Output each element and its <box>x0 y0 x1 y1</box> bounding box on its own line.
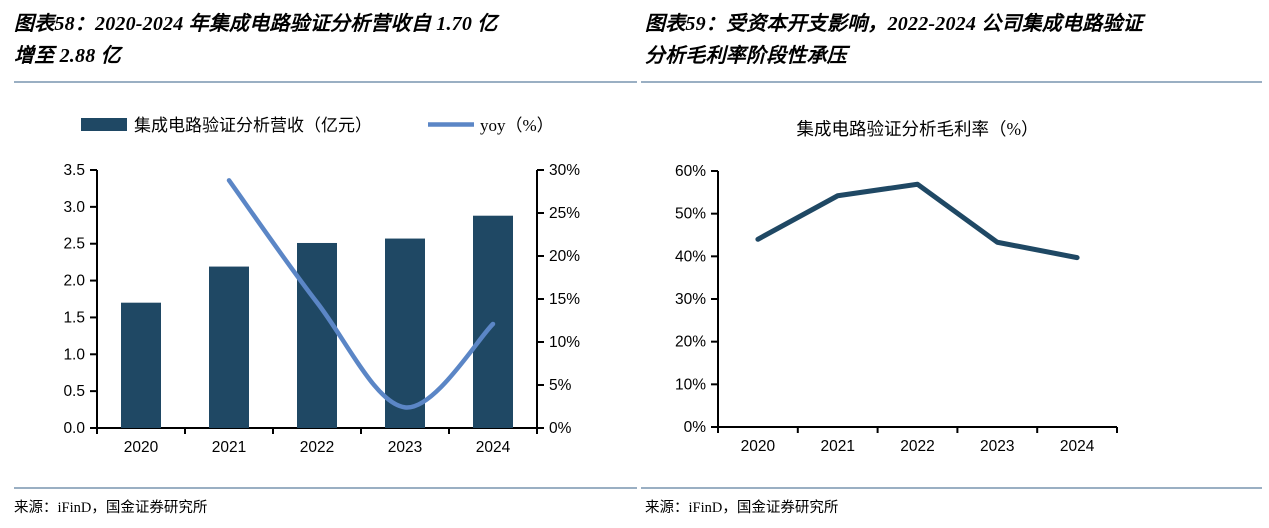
left-axis-tick-label: 1.5 <box>63 309 85 326</box>
y-axis-tick-label: 30% <box>675 291 706 308</box>
right-axis-tick-label: 15% <box>549 291 580 308</box>
y-axis-tick-label: 50% <box>675 206 706 223</box>
x-axis-year-label: 2020 <box>124 439 159 456</box>
figure58-title: 图表58：2020-2024 年集成电路验证分析营收自 1.70 亿 增至 2.… <box>14 8 620 72</box>
yoy-line <box>226 178 496 410</box>
x-axis-year-label: 2023 <box>980 438 1014 455</box>
left-axis-tick-label: 1.0 <box>63 346 85 363</box>
right-axis-tick-label: 5% <box>549 377 572 394</box>
left-axis-tick-label: 3.0 <box>63 199 85 216</box>
gross-margin-line <box>755 181 1080 261</box>
figure58-title-line2: 增至 2.88 亿 <box>14 45 121 67</box>
left-source-note: 来源：iFinD，国金证券研究所 <box>14 500 208 516</box>
left-axis-tick-label: 2.5 <box>63 236 85 253</box>
left-chart: 集成电路验证分析营收（亿元） yoy（%） 0.0 0.5 1.0 1.5 2.0 2.5 3.… <box>63 116 580 456</box>
revenue-bar-2023 <box>385 238 425 428</box>
y-axis-tick-label: 40% <box>675 248 706 265</box>
left-axis-tick-label: 0.5 <box>63 383 85 400</box>
x-axis-year-label: 2020 <box>741 438 776 455</box>
y-axis-tick-label: 0% <box>684 419 707 436</box>
legend-bar-swatch <box>81 118 127 131</box>
x-axis-year-label: 2021 <box>212 439 246 456</box>
x-axis-year-label: 2021 <box>820 438 854 455</box>
x-axis-year-label: 2024 <box>476 439 511 456</box>
left-axis-tick-label: 2.0 <box>63 273 85 290</box>
left-axis-tick-label: 0.0 <box>63 420 85 437</box>
x-axis-year-label: 2022 <box>300 439 334 456</box>
right-axis-tick-label: 0% <box>549 420 572 437</box>
y-axis-tick-label: 60% <box>675 163 706 180</box>
revenue-bar-2020 <box>121 302 161 428</box>
figure58-title-line1: 图表58：2020-2024 年集成电路验证分析营收自 1.70 亿 <box>14 13 498 35</box>
figure59-title: 图表59：受资本开支影响，2022-2024 公司集成电路验证 分析毛利率阶段性… <box>645 8 1255 72</box>
figure59-title-line1: 图表59：受资本开支影响，2022-2024 公司集成电路验证 <box>645 13 1143 35</box>
x-axis-year-label: 2024 <box>1060 438 1095 455</box>
right-source-note: 来源：iFinD，国金证券研究所 <box>645 500 839 516</box>
left-axis-tick-label: 3.5 <box>63 162 85 179</box>
x-axis-year-label: 2022 <box>900 438 934 455</box>
right-footer-divider <box>641 487 1262 489</box>
left-header-divider <box>14 81 637 83</box>
right-header-divider <box>641 81 1262 83</box>
y-axis-tick-label: 10% <box>675 376 706 393</box>
figure59-title-line2: 分析毛利率阶段性承压 <box>645 45 847 67</box>
right-axis-tick-label: 10% <box>549 334 580 351</box>
right-axis-tick-label: 20% <box>549 248 580 265</box>
right-axis-tick-label: 25% <box>549 205 580 222</box>
legend-line-label: yoy（%） <box>480 116 554 135</box>
right-axis-tick-label: 30% <box>549 162 580 179</box>
right-chart: 集成电路验证分析毛利率（%） 0% 10% 20% 30% 40% 50% 60% 2020 20… <box>675 119 1118 455</box>
legend-bar-label: 集成电路验证分析营收（亿元） <box>134 116 372 135</box>
gross-margin-chart-title: 集成电路验证分析毛利率（%） <box>796 119 1038 139</box>
left-footer-divider <box>14 487 637 489</box>
revenue-bar-2021 <box>209 266 249 428</box>
x-axis-year-label: 2023 <box>388 439 422 456</box>
revenue-bar-2022 <box>297 242 337 428</box>
y-axis-tick-label: 20% <box>675 334 706 351</box>
